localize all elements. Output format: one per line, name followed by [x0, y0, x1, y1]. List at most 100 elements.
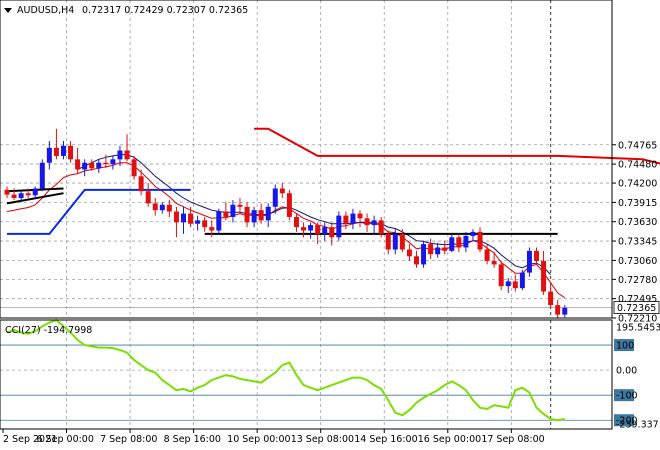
- time-tick-label: 10 Sep 00:00: [227, 434, 290, 445]
- candle-body: [428, 244, 434, 255]
- bear-candle: [541, 250, 547, 295]
- candle-body: [526, 250, 532, 273]
- collapse-triangle-icon[interactable]: [4, 8, 12, 13]
- candle-body: [505, 281, 511, 287]
- candle-body: [251, 210, 257, 223]
- time-tick-label: 14 Sep 16:00: [354, 434, 417, 445]
- bear-candle: [399, 229, 405, 253]
- candle-body: [301, 227, 307, 231]
- chart-header-symbol: AUDUSD,H4: [17, 5, 74, 16]
- candle-body: [258, 210, 264, 221]
- candle-body: [25, 193, 31, 196]
- price-tick-label: 0.73630: [618, 217, 657, 228]
- candle-body: [329, 227, 335, 238]
- cci-tick-label: 100: [616, 341, 634, 352]
- candle-body: [413, 256, 419, 265]
- candle-body: [138, 176, 144, 192]
- bear-candle: [491, 252, 497, 268]
- candle-body: [188, 213, 194, 224]
- cci-indicator-label: CCI(27) -194.7998: [5, 325, 92, 336]
- bear-candle: [293, 213, 299, 232]
- bear-candle: [173, 206, 179, 238]
- candle-body: [124, 150, 130, 160]
- grid-lines: [0, 0, 612, 429]
- bear-candle: [428, 238, 434, 260]
- cci-level-tag: [614, 389, 634, 402]
- cci-tick-label: -100: [616, 391, 638, 402]
- bear-candle: [484, 244, 490, 265]
- bear-candle: [131, 155, 137, 180]
- bear-candle: [279, 183, 285, 198]
- price-tick-label: 0.73345: [618, 237, 657, 248]
- bull-candle: [46, 141, 52, 170]
- candle-body: [18, 193, 24, 198]
- candle-body: [336, 215, 342, 238]
- price-tick-label: 0.74765: [618, 140, 657, 151]
- bull-candle: [449, 233, 455, 253]
- time-tick-label: 8 Sep 16:00: [164, 434, 221, 445]
- candle-body: [11, 194, 17, 198]
- candle-body: [562, 307, 568, 315]
- bear-candle: [68, 141, 74, 163]
- candle-body: [421, 244, 427, 265]
- candle-body: [195, 220, 201, 224]
- bear-candle: [329, 222, 335, 246]
- candle-body: [555, 305, 561, 315]
- candle-body: [152, 203, 158, 211]
- cci-tick-label: -200: [616, 416, 638, 427]
- bull-candle: [350, 208, 356, 230]
- candle-body: [110, 159, 116, 165]
- candle-body: [371, 220, 377, 226]
- cci-tick-label: 195.5453: [616, 323, 660, 334]
- candle-body: [541, 261, 547, 292]
- candle-body: [89, 162, 95, 169]
- candle-body: [117, 150, 123, 160]
- price-tick-label: 0.73915: [618, 198, 657, 209]
- candle-body: [39, 162, 45, 189]
- time-tick-label: 6 Sep 00:00: [37, 434, 94, 445]
- candle-body: [477, 231, 483, 250]
- price-tick-label: 0.72780: [618, 275, 657, 286]
- bear-candle: [477, 227, 483, 253]
- channel-upper-line: [254, 127, 660, 165]
- bear-candle: [315, 222, 321, 245]
- moving-average-line: [77, 154, 551, 275]
- bear-candle: [209, 220, 215, 238]
- bull-candle: [470, 229, 476, 241]
- bear-candle: [188, 206, 194, 228]
- bull-candle: [421, 240, 427, 268]
- candle-body: [223, 211, 229, 217]
- candle-body: [159, 204, 165, 211]
- candles[interactable]: [4, 128, 568, 319]
- bear-candle: [103, 154, 109, 169]
- bear-candle: [286, 189, 292, 221]
- candle-body: [131, 159, 137, 177]
- bear-candle: [4, 186, 10, 198]
- bull-candle: [82, 159, 88, 177]
- candle-body: [173, 211, 179, 223]
- time-tick-label: 17 Sep 08:00: [481, 434, 544, 445]
- bear-candle: [301, 222, 307, 238]
- bull-candle: [392, 229, 398, 255]
- bear-candle: [152, 197, 158, 216]
- bull-candle: [265, 203, 271, 228]
- cci-line: [6, 318, 565, 422]
- candle-body: [166, 204, 172, 212]
- bull-candle: [562, 305, 568, 318]
- cci-level-tag: [614, 339, 634, 352]
- bear-candle: [364, 213, 370, 232]
- price-tick-label: 0.72495: [618, 294, 657, 305]
- candle-body: [75, 159, 81, 170]
- bear-candle: [25, 188, 31, 198]
- candle-body: [378, 220, 384, 234]
- bear-candle: [555, 299, 561, 319]
- bear-candle: [548, 284, 554, 309]
- main-chart-frame: [0, 0, 613, 319]
- bull-candle: [230, 200, 236, 223]
- current-price-label: 0.72365: [617, 303, 656, 314]
- candle-body: [534, 250, 539, 262]
- candle-body: [435, 247, 441, 255]
